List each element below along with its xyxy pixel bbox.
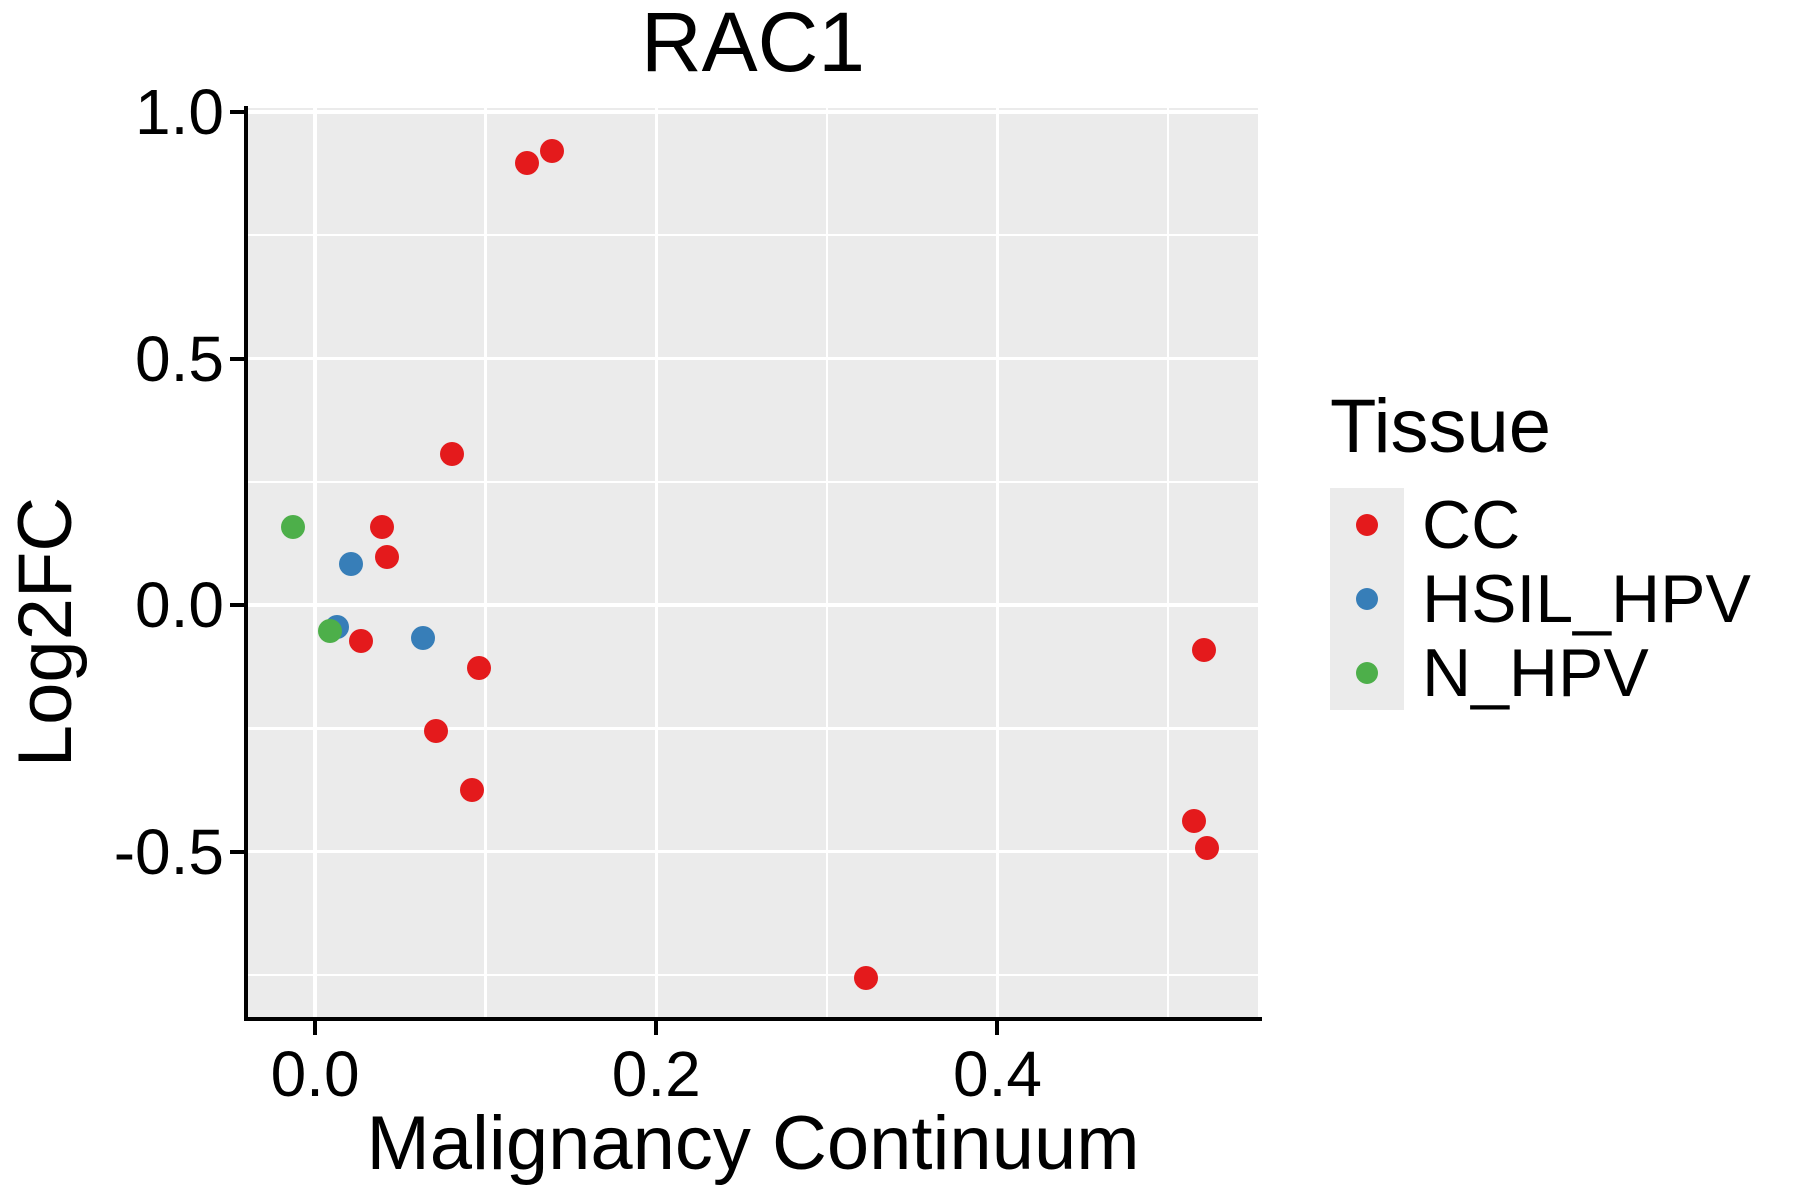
y-minor-gridline: [248, 233, 1258, 237]
x-major-gridline: [654, 108, 658, 1019]
y-minor-gridline: [248, 727, 1258, 730]
x-axis-title: Malignancy Continuum: [366, 1101, 1140, 1186]
x-tick-mark: [654, 1021, 659, 1035]
x-minor-gridline: [825, 108, 829, 1019]
data-point-HSIL_HPV: [338, 552, 363, 577]
y-tick-label: 1.0: [135, 75, 224, 148]
data-point-CC: [424, 719, 449, 744]
legend-dot-icon: [1356, 662, 1378, 684]
y-tick-label: 0.5: [135, 322, 224, 395]
data-point-CC: [514, 150, 539, 175]
data-point-CC: [369, 515, 394, 540]
legend-key: [1330, 488, 1404, 562]
legend-item-N_HPV: N_HPV: [1330, 636, 1751, 710]
y-major-gridline: [248, 849, 1258, 854]
data-point-CC: [1181, 808, 1206, 833]
chart-title: RAC1: [640, 0, 866, 89]
legend-key: [1330, 562, 1404, 636]
data-point-CC: [1195, 836, 1220, 861]
legend-title: Tissue: [1330, 384, 1552, 469]
legend-item-CC: CC: [1330, 488, 1751, 562]
y-major-gridline: [248, 603, 1258, 607]
data-point-CC: [540, 138, 565, 163]
x-tick-label: 0.2: [611, 1038, 701, 1110]
data-point-N_HPV: [318, 619, 343, 644]
y-tick-mark: [230, 849, 244, 854]
x-minor-gridline: [1166, 108, 1170, 1019]
data-point-HSIL_HPV: [410, 626, 435, 651]
legend-item-HSIL_HPV: HSIL_HPV: [1330, 562, 1751, 636]
legend-rows: CC HSIL_HPV N_HPV: [1330, 488, 1751, 710]
y-minor-gridline: [248, 480, 1258, 483]
x-axis-line: [244, 1017, 1262, 1021]
y-major-gridline: [248, 110, 1258, 114]
y-minor-gridline: [248, 973, 1258, 977]
data-point-CC: [466, 656, 491, 681]
x-major-gridline: [313, 108, 317, 1019]
legend-item-label: N_HPV: [1422, 635, 1649, 711]
legend-key: [1330, 636, 1404, 710]
legend-item-label: CC: [1422, 487, 1521, 563]
plot-panel: [248, 108, 1258, 1019]
x-tick-label: 0.0: [270, 1038, 360, 1110]
x-minor-gridline: [484, 108, 487, 1019]
data-point-CC: [854, 966, 879, 991]
x-tick-mark: [995, 1021, 1000, 1035]
x-tick-mark: [313, 1021, 318, 1035]
data-point-CC: [374, 545, 399, 570]
y-tick-label: -0.5: [113, 815, 224, 888]
y-major-gridline: [248, 356, 1258, 361]
legend-dot-icon: [1356, 588, 1378, 610]
y-tick-label: 0.0: [135, 569, 224, 641]
y-tick-mark: [230, 109, 244, 114]
legend-dot-icon: [1356, 514, 1378, 536]
legend-item-label: HSIL_HPV: [1422, 561, 1751, 637]
legend: Tissue CC HSIL_HPV N_HPV: [1330, 382, 1751, 710]
data-point-CC: [460, 777, 484, 802]
data-point-CC: [439, 442, 464, 467]
x-tick-label: 0.4: [952, 1038, 1042, 1110]
x-major-gridline: [995, 108, 1000, 1019]
data-point-CC: [349, 629, 374, 653]
y-tick-mark: [230, 603, 244, 607]
data-point-CC: [1191, 637, 1216, 662]
y-tick-mark: [230, 356, 244, 361]
data-point-N_HPV: [280, 515, 305, 540]
y-axis-line: [244, 106, 248, 1021]
y-axis-title: Log2FC: [3, 496, 88, 768]
